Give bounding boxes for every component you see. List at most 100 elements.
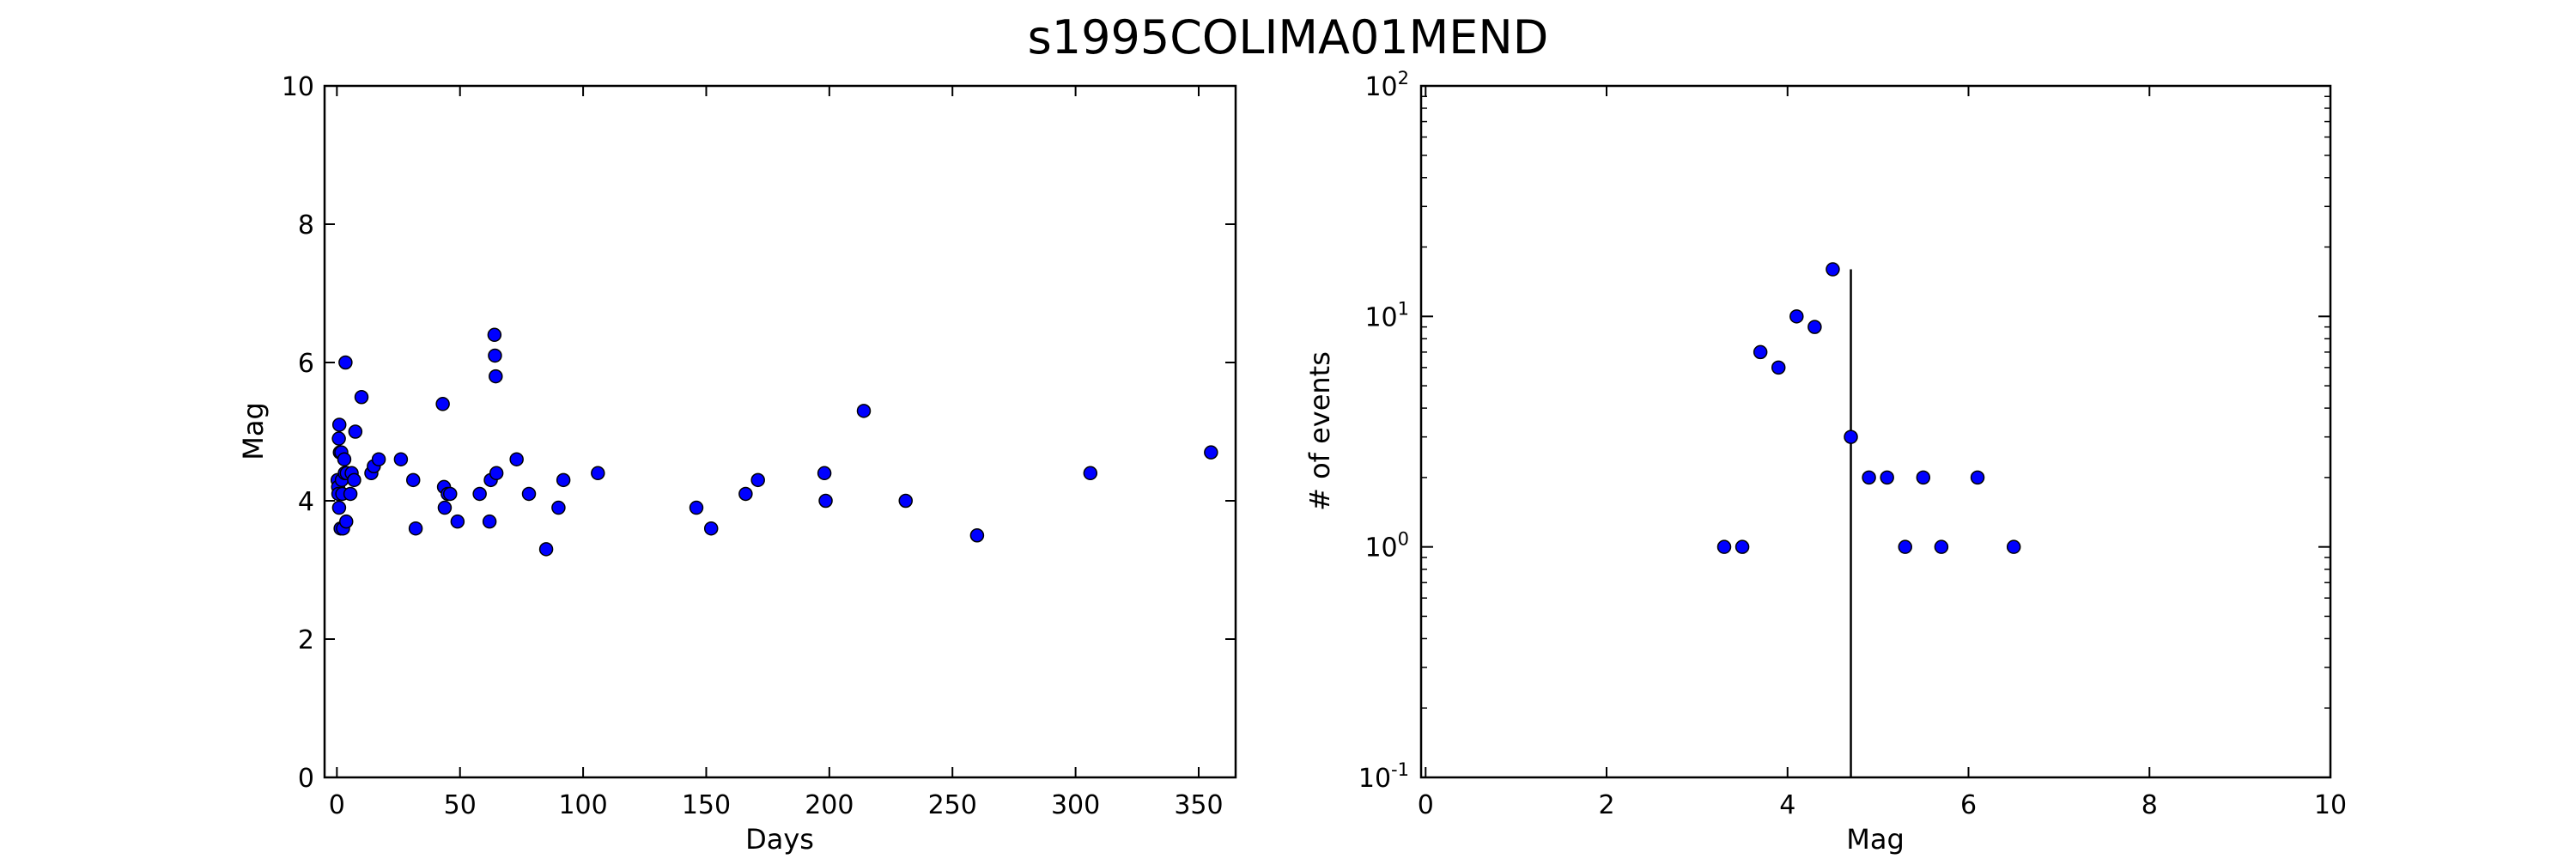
right-data-point: [1970, 470, 1985, 485]
left-data-point: [488, 348, 502, 363]
right-data-point: [1771, 360, 1786, 375]
left-data-point: [408, 521, 423, 536]
left-data-point: [331, 417, 347, 432]
right-data-point: [1862, 470, 1876, 485]
left-ticks: 0 50 100 150 200 250 300 350 0 2 4 6 8 10: [282, 72, 1236, 820]
left-data-point: [817, 466, 832, 481]
right-y-tick-base: 10: [1364, 533, 1397, 564]
right-x-tick-label: 4: [1779, 790, 1795, 820]
right-x-tick-label: 2: [1598, 790, 1614, 820]
left-y-tick-label: 4: [298, 487, 314, 517]
right-y-tick-exponent: 0: [1398, 529, 1409, 550]
right-data-point: [1898, 539, 1912, 554]
left-data-point: [331, 500, 347, 515]
left-data-point: [435, 397, 450, 411]
left-x-tick-label: 50: [444, 790, 477, 820]
left-x-tick-label: 0: [329, 790, 345, 820]
left-data-point: [1204, 445, 1218, 460]
left-data-point: [750, 472, 765, 488]
right-data-point: [1789, 309, 1804, 324]
left-data-point: [489, 466, 504, 481]
left-data-point: [591, 466, 605, 481]
left-data-point: [703, 521, 719, 536]
left-y-tick-label: 10: [282, 72, 314, 102]
right-points: [1716, 262, 2021, 554]
left-data-point: [405, 472, 421, 488]
right-x-tick-label: 10: [2314, 790, 2347, 820]
right-axes-frame: [1419, 84, 2332, 779]
left-data-point: [538, 542, 554, 557]
right-y-tick-base: 10: [1364, 72, 1397, 102]
right-y-tick-exponent: 1: [1398, 298, 1409, 319]
right-y-tick-label: 100: [1364, 529, 1409, 564]
left-data-point: [689, 500, 704, 515]
left-y-tick-label: 2: [298, 625, 314, 655]
left-y-tick-label: 8: [298, 210, 314, 241]
left-data-point: [450, 514, 465, 529]
right-data-point: [1934, 539, 1949, 554]
right-x-tick-label: 6: [1960, 790, 1977, 820]
left-data-point: [337, 452, 352, 466]
right-x-axis-label: Mag: [1846, 823, 1905, 856]
left-data-point: [338, 355, 353, 370]
left-data-point: [487, 327, 502, 343]
figure-title: s1995COLIMA01MEND: [1028, 10, 1549, 64]
left-x-tick-label: 350: [1174, 790, 1223, 820]
left-data-point: [738, 486, 753, 502]
left-x-tick-label: 300: [1051, 790, 1100, 820]
left-x-tick-label: 100: [558, 790, 607, 820]
left-y-tick-label: 0: [298, 764, 314, 794]
right-data-point: [1844, 430, 1858, 444]
left-data-point: [1083, 466, 1098, 481]
right-y-tick-label: 101: [1364, 298, 1409, 332]
left-data-point: [371, 452, 386, 466]
left-data-point: [551, 500, 566, 515]
right-data-point: [1753, 344, 1768, 360]
left-data-point: [898, 493, 913, 509]
left-data-point: [437, 500, 453, 515]
right-y-tick-exponent: 2: [1398, 68, 1409, 88]
right-data-point: [1716, 539, 1732, 554]
right-y-tick-label: 10-1: [1358, 759, 1409, 794]
left-data-point: [482, 514, 497, 529]
left-data-point: [818, 493, 833, 509]
right-y-tick-base: 10: [1364, 302, 1397, 332]
left-x-tick-label: 150: [682, 790, 731, 820]
right-y-tick-exponent: -1: [1391, 759, 1409, 780]
right-data-point: [1880, 470, 1894, 485]
left-data-point: [489, 369, 503, 384]
left-data-point: [969, 528, 985, 543]
left-data-point: [521, 486, 537, 502]
left-data-point: [354, 390, 369, 405]
left-data-point: [348, 424, 363, 439]
left-data-point: [393, 452, 409, 466]
left-data-point: [556, 472, 571, 488]
left-data-point: [509, 452, 524, 466]
left-data-point: [331, 431, 346, 446]
left-data-point: [343, 486, 358, 502]
left-y-tick-label: 6: [298, 349, 314, 379]
right-data-point: [1826, 262, 1840, 277]
days-vs-mag-scatter: 0 50 100 150 200 250 300 350 0 2 4 6 8 10 Days Mag: [237, 72, 1237, 856]
right-y-tick-label: 102: [1364, 68, 1409, 102]
right-data-point: [2006, 539, 2021, 554]
left-x-tick-label: 200: [805, 790, 854, 820]
left-data-point: [442, 486, 458, 502]
right-data-point: [1807, 320, 1822, 334]
left-x-axis-label: Days: [745, 823, 814, 856]
left-data-point: [856, 404, 872, 418]
right-y-tick-base: 10: [1358, 764, 1391, 794]
left-x-tick-label: 250: [928, 790, 977, 820]
right-x-tick-label: 8: [2142, 790, 2158, 820]
left-y-axis-label: Mag: [237, 402, 270, 460]
left-data-point: [347, 472, 361, 488]
left-axes-frame: [323, 84, 1237, 779]
right-data-point: [1916, 470, 1931, 485]
right-y-axis-label: # of events: [1303, 351, 1336, 511]
left-points: [330, 327, 1218, 557]
left-data-point: [472, 486, 487, 502]
left-data-point: [338, 514, 354, 529]
